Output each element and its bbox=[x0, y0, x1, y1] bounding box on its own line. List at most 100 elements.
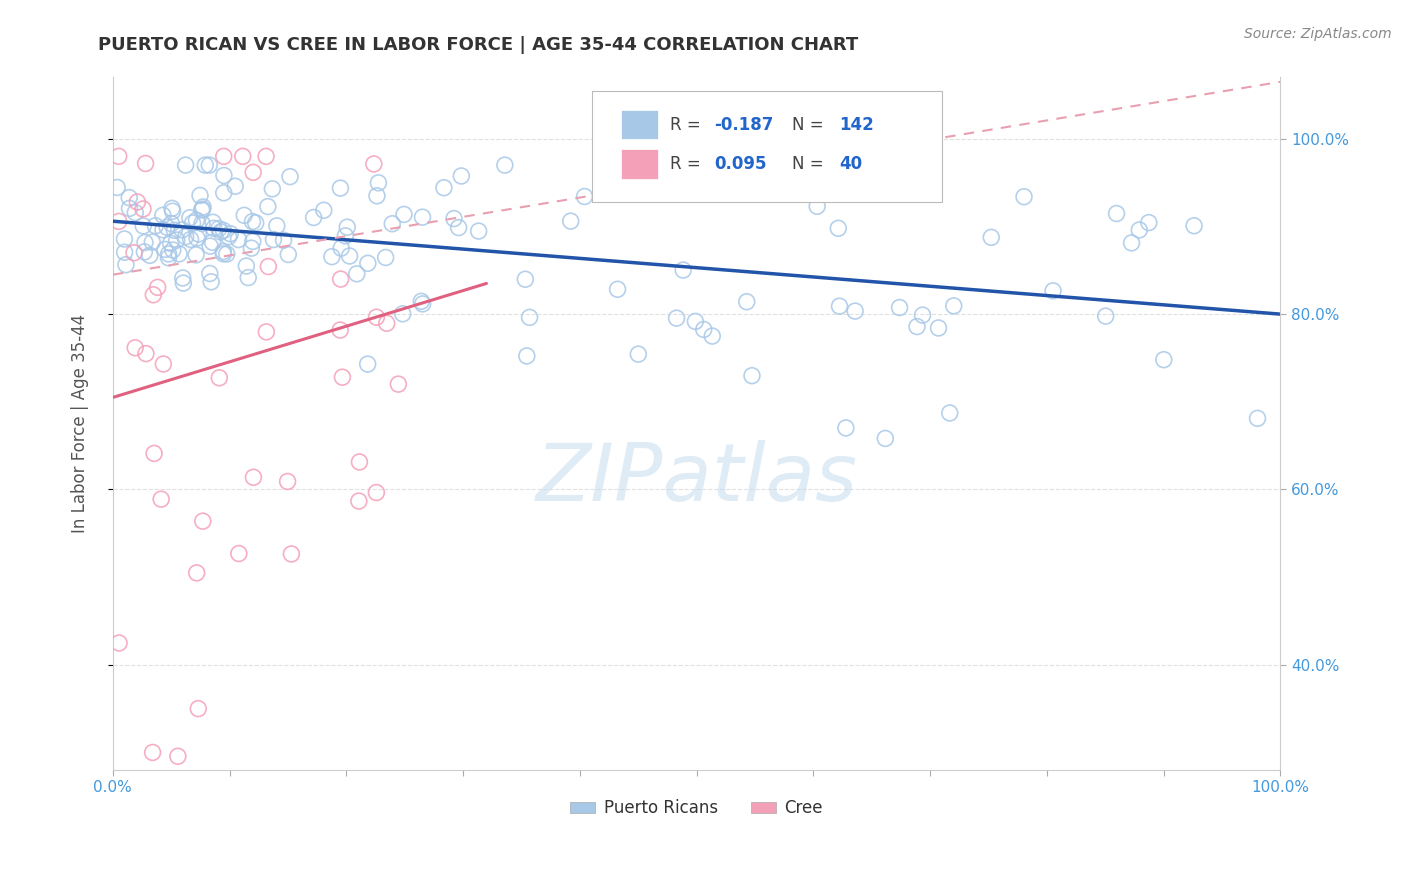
Point bbox=[172, 271, 194, 285]
Point bbox=[141, 235, 163, 249]
Point bbox=[411, 294, 433, 309]
Text: 40: 40 bbox=[839, 155, 862, 173]
Point bbox=[153, 243, 176, 257]
Point bbox=[184, 248, 207, 262]
Text: N =: N = bbox=[793, 116, 830, 134]
Point bbox=[114, 245, 136, 260]
Point bbox=[702, 329, 724, 343]
Point bbox=[254, 325, 277, 339]
Point bbox=[186, 231, 208, 245]
Point bbox=[277, 247, 299, 261]
Point bbox=[1012, 190, 1035, 204]
Point bbox=[135, 156, 157, 170]
Point bbox=[191, 200, 214, 214]
Point bbox=[741, 368, 763, 383]
Point bbox=[170, 223, 193, 237]
Point bbox=[157, 247, 180, 261]
Point bbox=[118, 191, 141, 205]
Point bbox=[198, 158, 221, 172]
Point bbox=[127, 194, 149, 209]
Point bbox=[152, 208, 174, 222]
Point bbox=[266, 219, 288, 233]
Point bbox=[392, 207, 415, 221]
Point bbox=[332, 370, 354, 384]
Point bbox=[166, 233, 188, 247]
Point bbox=[363, 157, 385, 171]
Point bbox=[181, 216, 204, 230]
Point bbox=[335, 228, 357, 243]
Point bbox=[191, 216, 214, 230]
Point bbox=[367, 176, 389, 190]
Point bbox=[685, 314, 707, 328]
Point bbox=[928, 321, 950, 335]
Point bbox=[212, 169, 235, 183]
Text: N =: N = bbox=[793, 155, 830, 173]
Point bbox=[257, 200, 280, 214]
Point bbox=[198, 267, 221, 281]
Text: ZIPatlas: ZIPatlas bbox=[536, 440, 858, 518]
Point bbox=[228, 547, 250, 561]
Point bbox=[142, 287, 165, 301]
Point bbox=[391, 307, 413, 321]
Point bbox=[665, 311, 688, 326]
Text: 142: 142 bbox=[839, 116, 873, 134]
Point bbox=[735, 294, 758, 309]
Point bbox=[643, 158, 665, 172]
Point bbox=[262, 182, 284, 196]
Point bbox=[366, 189, 388, 203]
Point bbox=[1042, 284, 1064, 298]
Point bbox=[312, 203, 335, 218]
Point bbox=[124, 205, 146, 219]
Point bbox=[134, 244, 156, 259]
Point bbox=[238, 270, 260, 285]
Point bbox=[349, 455, 371, 469]
Point bbox=[209, 225, 232, 239]
Point bbox=[938, 406, 960, 420]
Point bbox=[693, 322, 716, 336]
Point bbox=[212, 223, 235, 237]
Point bbox=[357, 357, 380, 371]
Point bbox=[224, 179, 246, 194]
Point bbox=[412, 297, 434, 311]
Point bbox=[560, 214, 582, 228]
Point bbox=[336, 220, 359, 235]
Point bbox=[180, 232, 202, 246]
Point bbox=[262, 233, 284, 247]
Point bbox=[672, 263, 695, 277]
Point bbox=[302, 211, 325, 225]
Point bbox=[107, 214, 129, 228]
Point bbox=[329, 181, 352, 195]
FancyBboxPatch shape bbox=[592, 91, 942, 202]
Point bbox=[447, 220, 470, 235]
Point bbox=[242, 470, 264, 484]
Point bbox=[905, 319, 928, 334]
Point bbox=[827, 221, 849, 235]
Point bbox=[387, 377, 409, 392]
Point bbox=[187, 227, 209, 241]
Point bbox=[606, 282, 628, 296]
Point bbox=[160, 202, 183, 216]
Point bbox=[280, 547, 302, 561]
Point bbox=[132, 219, 155, 233]
Point bbox=[381, 217, 404, 231]
Point bbox=[844, 304, 866, 318]
Point bbox=[254, 149, 277, 163]
Point bbox=[1153, 352, 1175, 367]
Point bbox=[219, 227, 242, 241]
Point bbox=[186, 213, 208, 227]
Point bbox=[1128, 223, 1150, 237]
Point bbox=[1137, 216, 1160, 230]
Point bbox=[152, 357, 174, 371]
Point bbox=[174, 158, 197, 172]
Point bbox=[257, 260, 280, 274]
Point bbox=[366, 485, 388, 500]
Point bbox=[1121, 235, 1143, 250]
Point bbox=[157, 251, 180, 265]
Point bbox=[160, 217, 183, 231]
Point bbox=[374, 251, 396, 265]
Point bbox=[124, 341, 146, 355]
Text: PUERTO RICAN VS CREE IN LABOR FORCE | AGE 35-44 CORRELATION CHART: PUERTO RICAN VS CREE IN LABOR FORCE | AG… bbox=[98, 36, 859, 54]
Point bbox=[215, 247, 238, 261]
Point bbox=[201, 235, 224, 250]
Point bbox=[467, 224, 489, 238]
